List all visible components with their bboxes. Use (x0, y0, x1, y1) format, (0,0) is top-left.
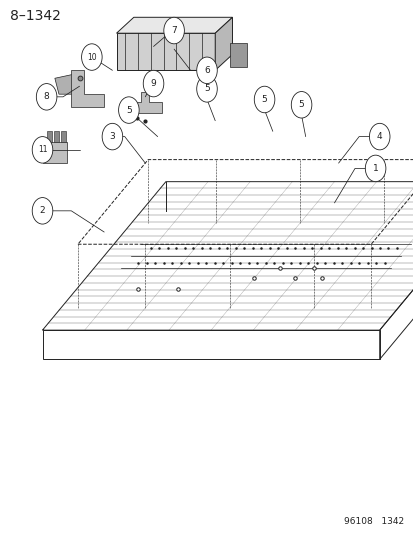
Polygon shape (215, 17, 232, 70)
Text: 9: 9 (150, 79, 156, 88)
Text: 2: 2 (40, 206, 45, 215)
Text: 96108   1342: 96108 1342 (344, 518, 404, 526)
Text: 10: 10 (87, 53, 97, 62)
Text: 3: 3 (109, 132, 115, 141)
Polygon shape (116, 33, 215, 70)
Text: 8: 8 (44, 92, 50, 101)
Circle shape (196, 76, 217, 102)
Text: 5: 5 (298, 100, 304, 109)
Circle shape (118, 97, 139, 123)
Circle shape (196, 57, 217, 84)
Circle shape (81, 44, 102, 70)
Bar (230, 43, 246, 67)
Circle shape (36, 84, 57, 110)
Polygon shape (124, 92, 161, 113)
Text: 5: 5 (204, 84, 209, 93)
Circle shape (164, 17, 184, 44)
Circle shape (102, 123, 122, 150)
Circle shape (32, 198, 53, 224)
Text: 8–1342: 8–1342 (9, 10, 60, 23)
Bar (61, 131, 66, 142)
Circle shape (364, 155, 385, 182)
Circle shape (143, 70, 164, 97)
Circle shape (254, 86, 274, 113)
Circle shape (32, 136, 53, 163)
Circle shape (291, 92, 311, 118)
Polygon shape (55, 73, 83, 94)
Polygon shape (116, 17, 232, 33)
Text: 6: 6 (204, 66, 209, 75)
Text: 1: 1 (372, 164, 377, 173)
Text: 7: 7 (171, 26, 176, 35)
Bar (47, 131, 52, 142)
Circle shape (368, 123, 389, 150)
Text: 11: 11 (38, 146, 47, 155)
Text: 4: 4 (376, 132, 382, 141)
Bar (54, 131, 59, 142)
Text: 5: 5 (126, 106, 131, 115)
Polygon shape (71, 70, 104, 108)
Bar (43, 142, 67, 163)
Text: 5: 5 (261, 95, 267, 104)
